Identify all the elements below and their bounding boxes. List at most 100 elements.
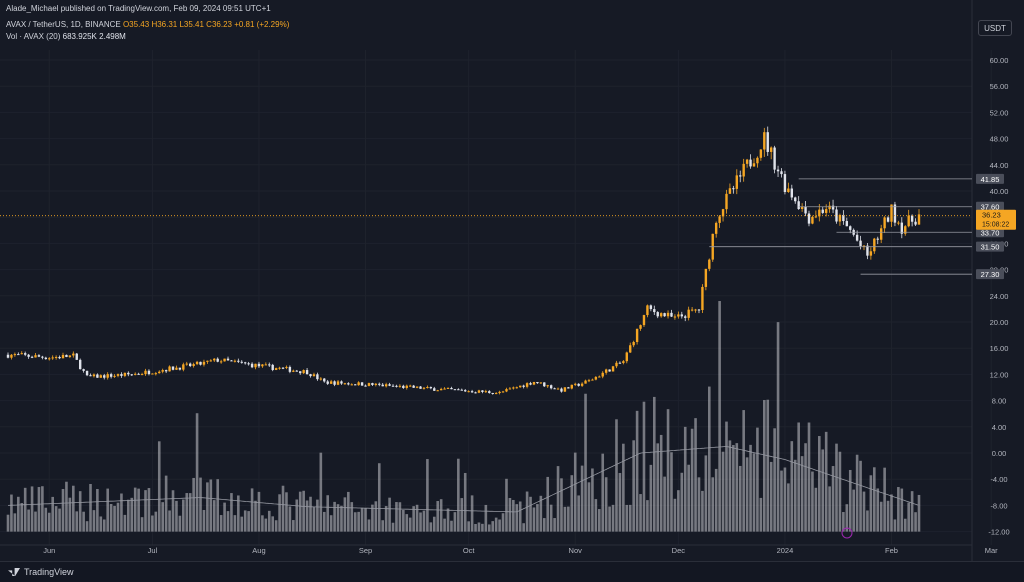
symbol-legend[interactable]: AVAX / TetherUS, 1D, BINANCE O35.43 H36.… (6, 20, 289, 29)
candle-body (13, 354, 17, 356)
candle-body (89, 375, 92, 377)
volume-bar (835, 443, 838, 532)
volume-bar (659, 434, 663, 532)
volume-bar (498, 519, 501, 532)
current-price-label: 36.23 (982, 211, 1001, 220)
volume-bar (371, 504, 374, 532)
volume-bar (525, 491, 529, 532)
candle-body (677, 314, 680, 317)
candle-body (577, 383, 580, 386)
candle-body (364, 385, 367, 387)
volume-bar (769, 461, 773, 532)
candle-body (305, 370, 309, 375)
candle-body (556, 388, 560, 390)
tradingview-logo[interactable]: TradingView (8, 567, 74, 577)
volume-bar (611, 504, 615, 532)
candle-body (512, 387, 515, 389)
candle-body (670, 312, 673, 317)
candle-body (776, 169, 780, 172)
volume-bar (157, 441, 161, 532)
candle-body (264, 364, 268, 366)
currency-unit-button[interactable]: USDT (978, 20, 1012, 36)
volume-legend[interactable]: Vol · AVAX (20) 683.925K 2.498M (6, 32, 126, 41)
volume-bar (735, 443, 739, 532)
volume-bar (357, 511, 360, 532)
candle-body (598, 376, 601, 378)
candle-body (604, 369, 608, 373)
candle-body (195, 361, 199, 365)
volume-bar (512, 499, 515, 532)
level-label-box (976, 269, 1004, 280)
volume-bar (216, 479, 220, 532)
volume-bar (13, 513, 17, 532)
candle-body (721, 209, 725, 217)
volume-bar (99, 516, 103, 532)
volume-bar (237, 495, 240, 532)
volume-bar (474, 523, 477, 532)
volume-bar (113, 505, 116, 532)
candle-body (78, 359, 82, 370)
volume-bar (577, 495, 580, 532)
volume-bar (818, 436, 821, 532)
volume-bar (192, 477, 195, 532)
candle-body (68, 355, 72, 357)
candle-body (742, 163, 745, 177)
candles (6, 126, 921, 395)
candle-body (233, 360, 237, 362)
candle-body (109, 374, 113, 377)
ohlc-high: H36.31 (151, 20, 178, 29)
candle-body (739, 175, 742, 177)
volume-bar (377, 463, 381, 532)
volume-bar (532, 507, 536, 532)
time-tick-label: Jun (43, 546, 55, 555)
candle-body (917, 214, 921, 225)
volume-bar (402, 509, 405, 532)
level-label: 27.30 (981, 270, 1000, 279)
candle-body (278, 367, 281, 369)
candle-body (206, 360, 209, 362)
tradingview-logo-text: TradingView (24, 567, 74, 577)
volume-bar (732, 445, 735, 532)
candle-body (175, 367, 178, 370)
chart-canvas[interactable]: 60.0056.0052.0048.0044.0040.0036.0032.00… (0, 0, 1024, 561)
candle-body (663, 313, 666, 317)
volume-bar (457, 458, 460, 532)
price-axis: 60.0056.0052.0048.0044.0040.0036.0032.00… (976, 56, 1016, 537)
candle-body (340, 381, 343, 384)
volume-bar (738, 465, 742, 532)
volume-bar (756, 427, 759, 532)
candle-body (103, 375, 106, 378)
volume-bar (855, 454, 859, 532)
candle-body (794, 197, 797, 202)
volume-bar (405, 514, 409, 532)
volume-bar (838, 451, 842, 532)
volume-bar (656, 443, 660, 532)
volume-bar (673, 498, 677, 532)
volume-bar (487, 524, 491, 532)
candle-body (299, 371, 302, 374)
candle-body (329, 381, 333, 384)
volume-bar (264, 518, 268, 532)
volume-bar (422, 510, 426, 532)
volume-bar (350, 502, 354, 532)
candle-body (491, 392, 494, 394)
candle-body (615, 362, 618, 367)
time-tick-label: Feb (885, 546, 898, 555)
candle-body (684, 316, 687, 318)
candle-body (821, 209, 824, 213)
volume-bar (718, 301, 721, 532)
volume-bar (20, 503, 24, 532)
volume-bar (587, 482, 591, 532)
volume-bar (230, 493, 233, 532)
candle-body (288, 366, 292, 372)
volume-bar (804, 443, 807, 532)
candle-body (756, 157, 759, 164)
candle-body (608, 369, 611, 372)
candle-body (309, 374, 312, 377)
candle-body (388, 384, 391, 386)
candle-body (625, 352, 628, 362)
volume-bar (267, 510, 271, 532)
candle-body (65, 354, 68, 357)
volume-bar (584, 393, 587, 532)
